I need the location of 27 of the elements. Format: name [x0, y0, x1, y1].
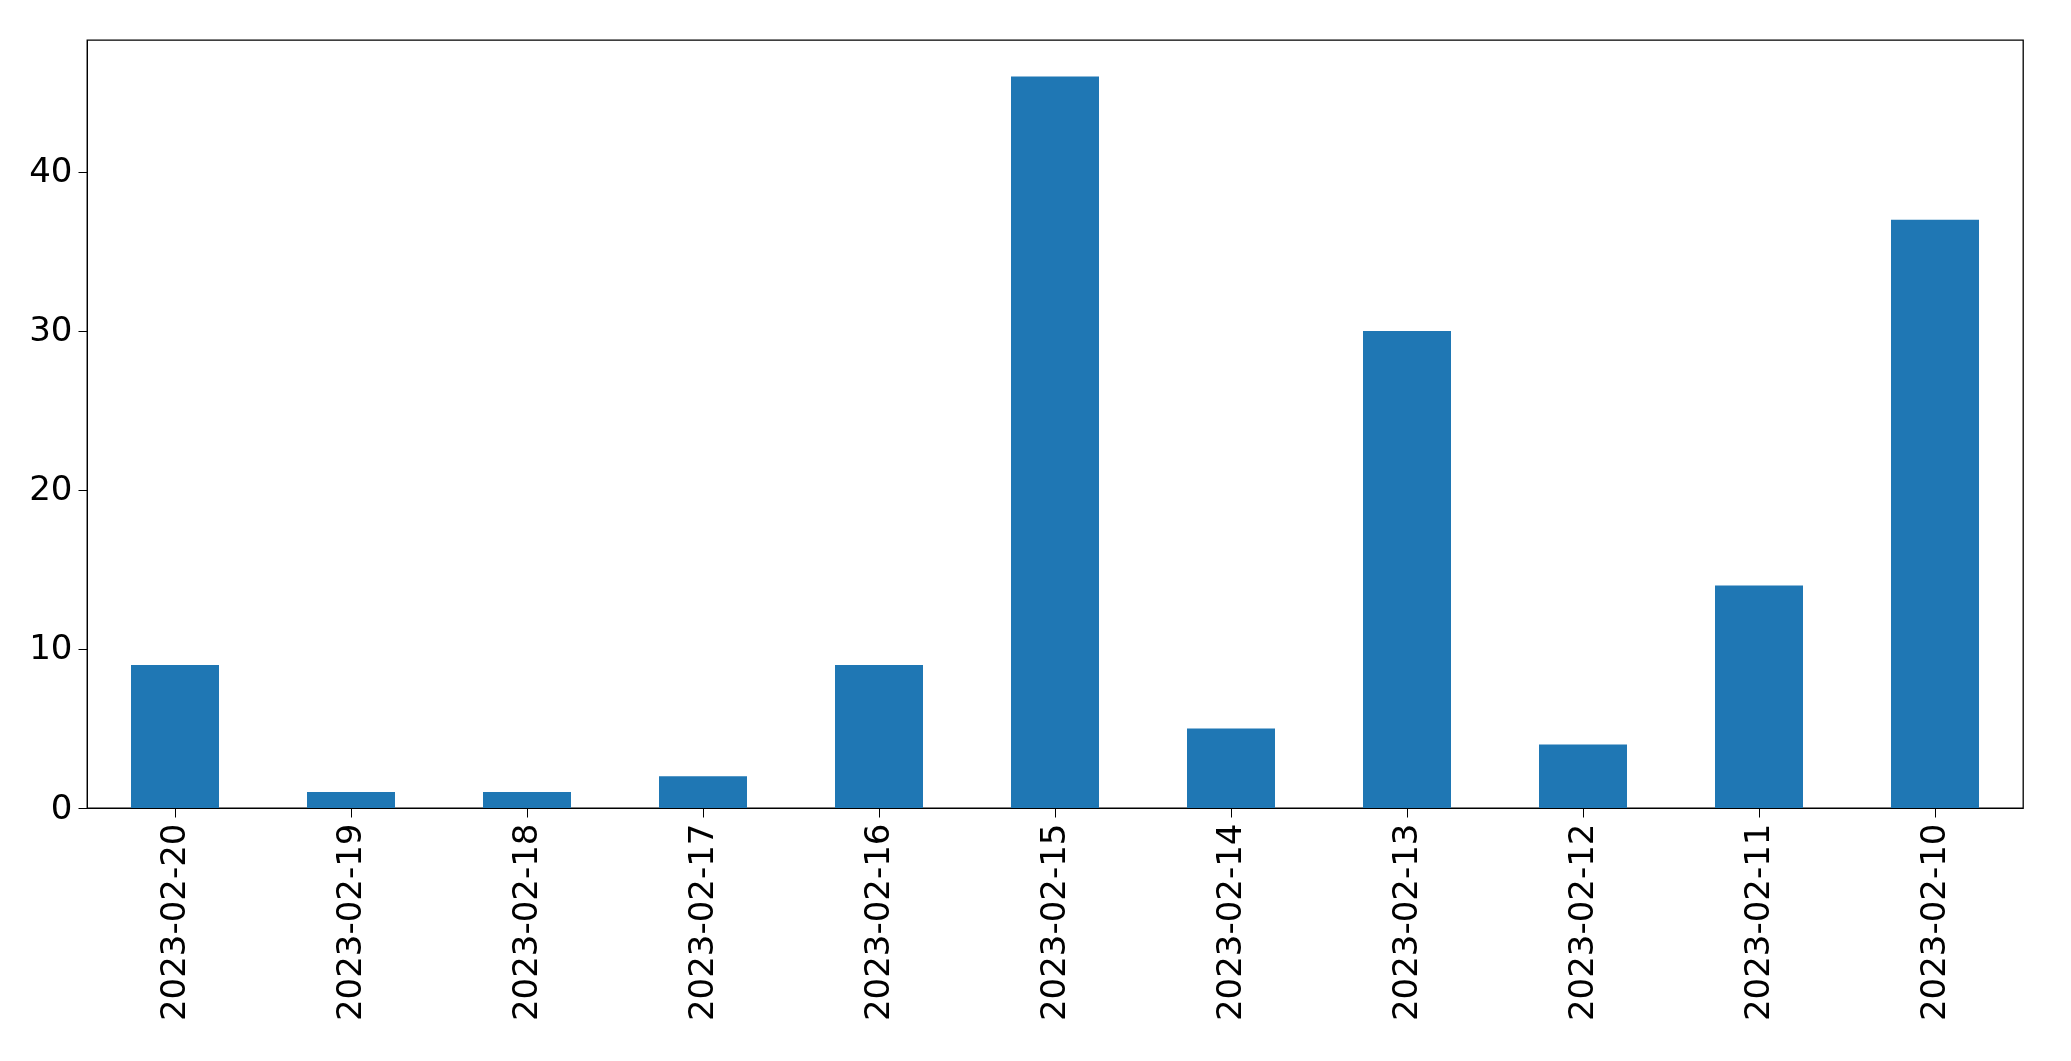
x-tick-label: 2023-02-10: [1913, 823, 1953, 1022]
x-tick-label: 2023-02-14: [1209, 823, 1249, 1022]
bar: [1891, 219, 1979, 808]
bar: [1363, 330, 1451, 808]
y-tick-label: 30: [29, 309, 73, 350]
bar: [1539, 744, 1627, 808]
bar: [1187, 728, 1275, 808]
x-tick-label: 2023-02-16: [857, 823, 897, 1022]
x-tick-label: 2023-02-13: [1385, 823, 1425, 1022]
x-tick-label: 2023-02-20: [153, 823, 193, 1022]
bar: [131, 664, 219, 808]
x-tick-label: 2023-02-18: [505, 823, 545, 1022]
bar: [1011, 76, 1099, 808]
y-tick-label: 0: [50, 786, 73, 827]
bar: [483, 792, 571, 808]
y-tick-label: 10: [29, 627, 73, 668]
x-tick-label: 2023-02-19: [329, 823, 369, 1022]
x-tick-label: 2023-02-15: [1033, 823, 1073, 1022]
x-tick-label: 2023-02-17: [681, 823, 721, 1022]
x-tick-label: 2023-02-12: [1561, 823, 1601, 1022]
bar: [1715, 585, 1803, 808]
bar: [835, 664, 923, 808]
x-tick-label: 2023-02-11: [1737, 823, 1777, 1022]
y-tick-label: 20: [29, 468, 73, 509]
bar: [307, 792, 395, 808]
bar: [659, 776, 747, 808]
y-tick-label: 40: [29, 150, 73, 191]
